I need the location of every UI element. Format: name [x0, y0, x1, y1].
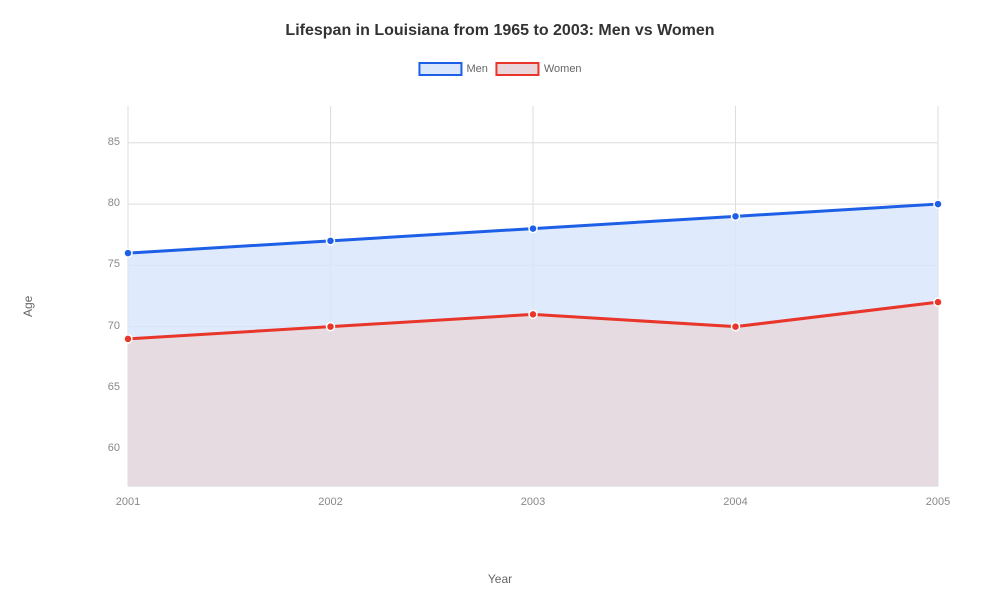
- x-axis-label: Year: [488, 572, 512, 586]
- legend-swatch-men: [418, 62, 462, 76]
- legend-label-women: Women: [544, 63, 582, 75]
- legend-item-women[interactable]: Women: [496, 62, 582, 76]
- legend-item-men[interactable]: Men: [418, 62, 487, 76]
- legend: Men Women: [418, 62, 581, 76]
- chart-container: Lifespan in Louisiana from 1965 to 2003:…: [0, 0, 1000, 600]
- legend-label-men: Men: [466, 63, 487, 75]
- plot-area: 60657075808520012002200320042005: [88, 100, 952, 520]
- y-axis-label: Age: [21, 297, 35, 317]
- legend-swatch-women: [496, 62, 540, 76]
- chart-title: Lifespan in Louisiana from 1965 to 2003:…: [0, 22, 1000, 40]
